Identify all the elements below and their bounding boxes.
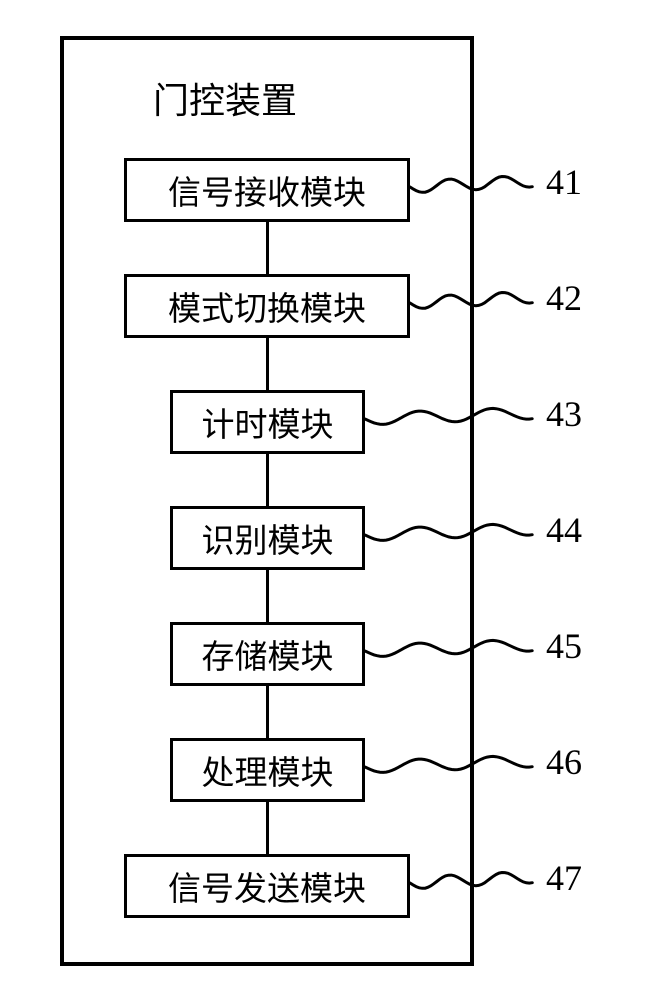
block-label: 信号接收模块 [168,166,366,214]
ref-label-47: 47 [546,857,582,899]
connector-44-45 [266,570,269,622]
diagram-canvas: { "outer": { "title": "门控装置", "title_fon… [0,0,646,1000]
block-label: 信号发送模块 [168,862,366,910]
connector-43-44 [266,454,269,506]
connector-42-43 [266,338,269,390]
block-46: 处理模块 [170,738,365,802]
ref-label-43: 43 [546,393,582,435]
block-label: 模式切换模块 [168,282,366,330]
ref-label-44: 44 [546,509,582,551]
block-label: 识别模块 [202,514,334,562]
connector-46-47 [266,802,269,854]
block-label: 计时模块 [202,398,334,446]
ref-label-45: 45 [546,625,582,667]
block-42: 模式切换模块 [124,274,410,338]
block-43: 计时模块 [170,390,365,454]
block-label: 存储模块 [202,630,334,678]
connector-41-42 [266,222,269,274]
block-47: 信号发送模块 [124,854,410,918]
container-title: 门控装置 [153,72,297,124]
ref-label-42: 42 [546,277,582,319]
block-44: 识别模块 [170,506,365,570]
connector-45-46 [266,686,269,738]
ref-label-41: 41 [546,161,582,203]
block-45: 存储模块 [170,622,365,686]
block-label: 处理模块 [202,746,334,794]
ref-label-46: 46 [546,741,582,783]
block-41: 信号接收模块 [124,158,410,222]
